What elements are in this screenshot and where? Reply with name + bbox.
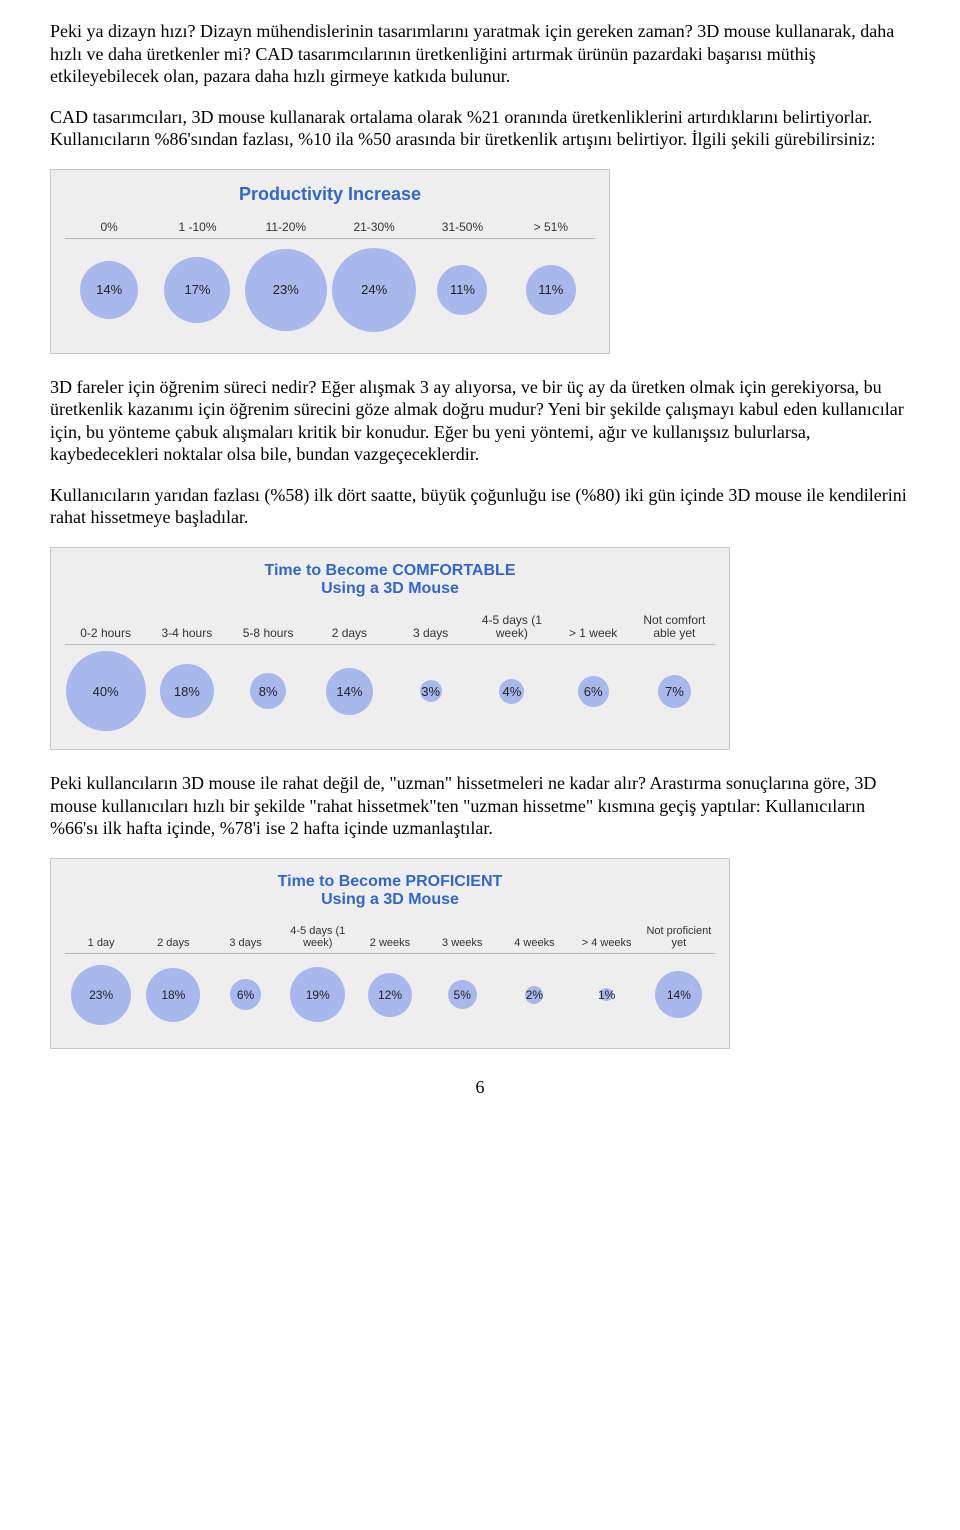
chart-column-header: 0%	[100, 221, 117, 234]
chart-bubble: 2%	[525, 986, 543, 1004]
chart-bubble: 18%	[160, 664, 214, 718]
chart-column-header: > 51%	[534, 221, 568, 234]
chart-bubble: 23%	[71, 965, 131, 1025]
chart-column-header: 11-20%	[266, 221, 306, 234]
chart-column-header: 4-5 days (1 week)	[282, 925, 354, 949]
chart-bubble: 11%	[437, 265, 487, 315]
chart-bubble: 14%	[326, 668, 373, 715]
chart-column-header: 5-8 hours	[243, 627, 294, 640]
chart-bubble: 14%	[80, 261, 138, 319]
chart-bubble: 5%	[448, 980, 477, 1009]
chart-bubble: 1%	[600, 988, 613, 1001]
chart-proficient: Time to Become PROFICIENTUsing a 3D Mous…	[50, 858, 910, 1049]
chart-bubble: 19%	[290, 967, 345, 1022]
chart-title: Time to Become COMFORTABLEUsing a 3D Mou…	[65, 562, 715, 598]
chart-bubble: 23%	[245, 249, 327, 331]
chart-bubble: 8%	[250, 673, 286, 709]
chart-bubble: 14%	[655, 971, 702, 1018]
chart-title: Productivity Increase	[65, 184, 595, 205]
chart-bubble: 6%	[230, 979, 261, 1010]
chart-bubble: 12%	[368, 973, 412, 1017]
chart-column-header: 2 weeks	[370, 937, 410, 949]
chart-column-header: > 1 week	[569, 627, 617, 640]
chart-bubble: 11%	[526, 265, 576, 315]
chart-column-header: 3 weeks	[442, 937, 482, 949]
paragraph-2: CAD tasarımcıları, 3D mouse kullanarak o…	[50, 106, 910, 151]
paragraph-5: Peki kullancıların 3D mouse ile rahat de…	[50, 772, 910, 840]
chart-column-header: 21-30%	[353, 221, 394, 234]
paragraph-3: 3D fareler için öğrenim süreci nedir? Eğ…	[50, 376, 910, 466]
chart-column-header: 4 weeks	[514, 937, 554, 949]
chart-bubble: 7%	[658, 675, 691, 708]
chart-bubble: 3%	[420, 680, 442, 702]
chart-column-header: 2 days	[332, 627, 367, 640]
chart-column-header: 1 day	[88, 937, 115, 949]
chart-column-header: 3-4 hours	[162, 627, 213, 640]
chart-bubble: 17%	[164, 257, 230, 323]
chart-column-header: Not comfort able yet	[634, 614, 715, 640]
paragraph-1: Peki ya dizayn hızı? Dizayn mühendisleri…	[50, 20, 910, 88]
chart-column-header: 31-50%	[442, 221, 483, 234]
chart-bubble: 4%	[499, 679, 524, 704]
chart-bubble: 24%	[332, 248, 416, 332]
chart-bubble: 40%	[66, 651, 146, 731]
chart-column-header: 3 days	[413, 627, 448, 640]
chart-bubble: 18%	[146, 968, 200, 1022]
chart-productivity: Productivity Increase 0% 1 -10% 11-20% 21-30…	[50, 169, 910, 354]
page-number: 6	[50, 1077, 910, 1098]
chart-bubble: 6%	[578, 676, 609, 707]
chart-column-header: 0-2 hours	[80, 627, 131, 640]
chart-column-header: 3 days	[229, 937, 261, 949]
chart-column-header: > 4 weeks	[582, 937, 632, 949]
chart-column-header: 4-5 days (1 week)	[471, 614, 552, 640]
chart-column-header: Not proficient yet	[643, 925, 715, 949]
chart-column-header: 2 days	[157, 937, 189, 949]
chart-comfortable: Time to Become COMFORTABLEUsing a 3D Mou…	[50, 547, 910, 750]
paragraph-4: Kullanıcıların yarıdan fazlası (%58) ilk…	[50, 484, 910, 529]
chart-column-header: 1 -10%	[178, 221, 216, 234]
chart-title: Time to Become PROFICIENTUsing a 3D Mous…	[65, 873, 715, 909]
